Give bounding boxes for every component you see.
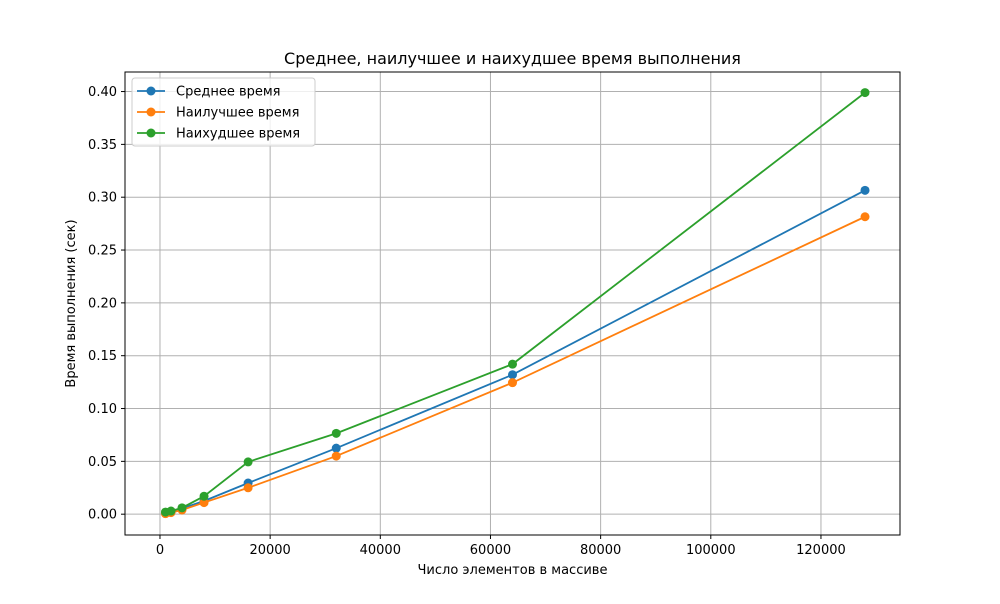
y-tick-label: 0.05 (88, 455, 117, 470)
data-point (243, 457, 253, 467)
legend-box (131, 77, 316, 147)
data-point (860, 185, 870, 195)
ticks-layer: 0 20000 40000 60000 80000 100000 120000 0.00 0.0… (88, 85, 846, 558)
legend-swatch-marker (146, 128, 156, 138)
x-tick-label: 60000 (470, 543, 511, 558)
data-point (508, 359, 517, 369)
legend-swatch-marker (146, 86, 156, 96)
x-tick-label: 20000 (249, 543, 290, 558)
data-point (331, 451, 341, 461)
y-tick-label: 0.10 (88, 402, 117, 417)
data-point (860, 212, 870, 222)
legend-label: Наихудшее время (176, 127, 300, 142)
data-point (331, 428, 341, 438)
plot-frame (124, 71, 901, 536)
x-tick-label: 0 (156, 543, 164, 558)
y-axis-title: Время выполнения (сек) (64, 219, 79, 387)
legend: Среднее время Наилучшее время Наихудшее вр… (131, 77, 316, 147)
x-axis-title: Число элементов в массиве (418, 563, 608, 578)
data-point (199, 498, 209, 508)
x-tick-label: 120000 (796, 543, 846, 558)
y-tick-label: 0.30 (88, 191, 117, 206)
chart-title: Среднее, наилучшее и наихудшее время вып… (284, 49, 741, 68)
x-tick-label: 80000 (580, 543, 621, 558)
y-tick-label: 0.35 (88, 138, 117, 153)
y-tick-label: 0.40 (88, 85, 117, 100)
data-point (860, 88, 870, 98)
data-point (166, 506, 176, 516)
series-layer (160, 88, 870, 519)
data-point (508, 370, 517, 380)
y-tick-label: 0.25 (88, 244, 117, 259)
legend-label: Среднее время (176, 85, 280, 100)
grid-layer (125, 72, 900, 535)
data-point (331, 443, 341, 453)
data-point (508, 378, 517, 388)
x-tick-label: 40000 (360, 543, 401, 558)
data-point (199, 491, 209, 501)
y-tick-label: 0.15 (88, 349, 117, 364)
y-tick-label: 0.00 (88, 508, 117, 523)
legend-label: Наилучшее время (176, 106, 299, 121)
data-point (177, 503, 187, 513)
x-tick-label: 100000 (686, 543, 736, 558)
data-point (243, 483, 253, 493)
y-tick-label: 0.20 (88, 296, 117, 311)
legend-swatch-marker (146, 107, 156, 117)
